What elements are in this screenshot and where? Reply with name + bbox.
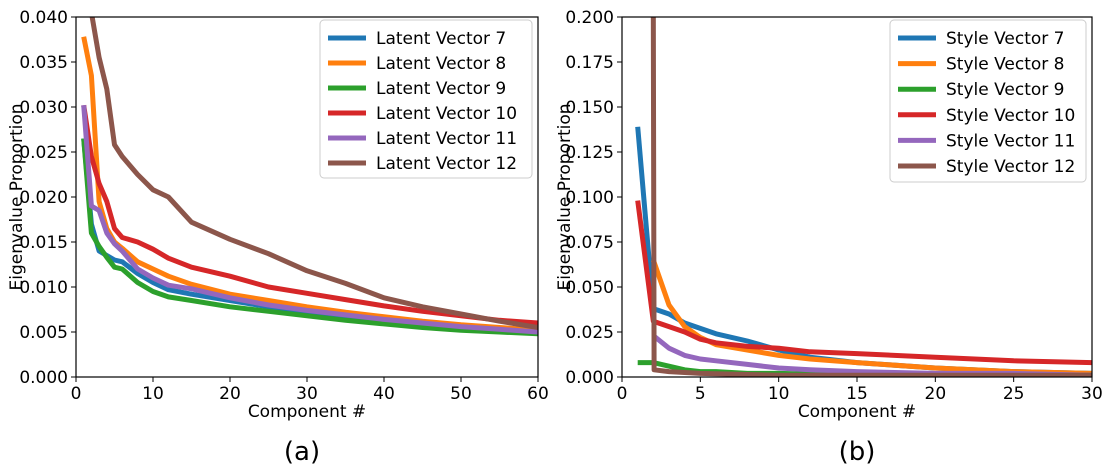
y-tick-label: 0.005 xyxy=(19,323,68,343)
x-tick-label: 15 xyxy=(846,384,868,404)
panel-caption: (a) xyxy=(284,437,320,467)
y-tick-label: 0.125 xyxy=(565,143,614,163)
legend-label: Style Vector 10 xyxy=(946,106,1075,126)
series-line-latent-vector-9 xyxy=(81,138,538,337)
y-tick-label: 0.000 xyxy=(19,368,68,388)
y-tick-label: 0.020 xyxy=(19,188,68,208)
plot-area xyxy=(635,17,1092,377)
y-tick-label: 0.030 xyxy=(19,98,68,118)
y-tick-label: 0.025 xyxy=(565,323,614,343)
legend-label: Style Vector 12 xyxy=(946,157,1075,177)
series-line-latent-vector-11 xyxy=(81,105,538,335)
legend-label: Style Vector 8 xyxy=(946,55,1065,75)
y-tick-label: 0.035 xyxy=(19,53,68,73)
legend-box xyxy=(319,19,533,179)
series-line-style-vector-8 xyxy=(650,259,1092,376)
x-tick-label: 0 xyxy=(617,384,628,404)
series-line-style-vector-10 xyxy=(635,200,1092,366)
legend-label: Style Vector 9 xyxy=(946,80,1065,100)
y-tick-label: 0.040 xyxy=(19,8,68,28)
legend-label: Latent Vector 10 xyxy=(376,104,517,124)
x-axis-label: Component # xyxy=(798,402,916,422)
y-tick-label: 0.150 xyxy=(565,98,614,118)
x-axis-label: Component # xyxy=(248,402,366,422)
y-tick-label: 0.050 xyxy=(565,278,614,298)
x-tick-label: 60 xyxy=(527,384,549,404)
x-tick-label: 20 xyxy=(219,384,241,404)
x-tick-label: 5 xyxy=(695,384,706,404)
legend-label: Latent Vector 12 xyxy=(376,154,517,174)
legend-box xyxy=(889,19,1087,183)
series-line-latent-vector-12 xyxy=(89,17,538,330)
panel-b: 0 5 10 15 20 25 30 0.000 0.025 0.050 0.075 0.100 0.1… xyxy=(555,8,1103,467)
panel-a: 0 10 20 30 40 50 60 0.000 0.005 0.010 0.015 0.020 0.… xyxy=(7,8,549,467)
y-tick-label: 0.010 xyxy=(19,278,68,298)
legend-label: Latent Vector 9 xyxy=(376,79,506,99)
x-tick-label: 0 xyxy=(71,384,82,404)
x-tick-label: 30 xyxy=(296,384,318,404)
y-tick-label: 0.175 xyxy=(565,53,614,73)
legend-label: Latent Vector 8 xyxy=(376,54,506,74)
x-tick-label: 10 xyxy=(142,384,164,404)
legend-label: Style Vector 7 xyxy=(946,29,1065,49)
x-tick-label: 30 xyxy=(1081,384,1103,404)
series-line-style-vector-12 xyxy=(650,17,1092,377)
panel-caption: (b) xyxy=(839,437,876,467)
y-tick-label: 0.200 xyxy=(565,8,614,28)
x-tick-label: 25 xyxy=(1003,384,1025,404)
legend: Style Vector 7 Style Vector 8 Style Vector… xyxy=(889,19,1087,183)
legend-label: Latent Vector 7 xyxy=(376,29,506,49)
y-tick-label: 0.000 xyxy=(565,368,614,388)
legend-label: Latent Vector 11 xyxy=(376,129,517,149)
y-axis-label: Eigenvalue Proportion xyxy=(7,103,27,290)
y-tick-label: 0.100 xyxy=(565,188,614,208)
y-axis-label: Eigenvalue Proportion xyxy=(555,103,575,290)
plot-area xyxy=(81,17,538,337)
x-tick-label: 20 xyxy=(925,384,947,404)
series-line-latent-vector-10 xyxy=(81,104,538,326)
x-tick-label: 50 xyxy=(450,384,472,404)
legend-label: Style Vector 11 xyxy=(946,131,1075,151)
y-tick-label: 0.075 xyxy=(565,233,614,253)
x-tick-label: 40 xyxy=(373,384,395,404)
x-tick-label: 10 xyxy=(768,384,790,404)
y-tick-label: 0.015 xyxy=(19,233,68,253)
legend: Latent Vector 7 Latent Vector 8 Latent Vec… xyxy=(319,19,533,179)
y-tick-label: 0.025 xyxy=(19,143,68,163)
